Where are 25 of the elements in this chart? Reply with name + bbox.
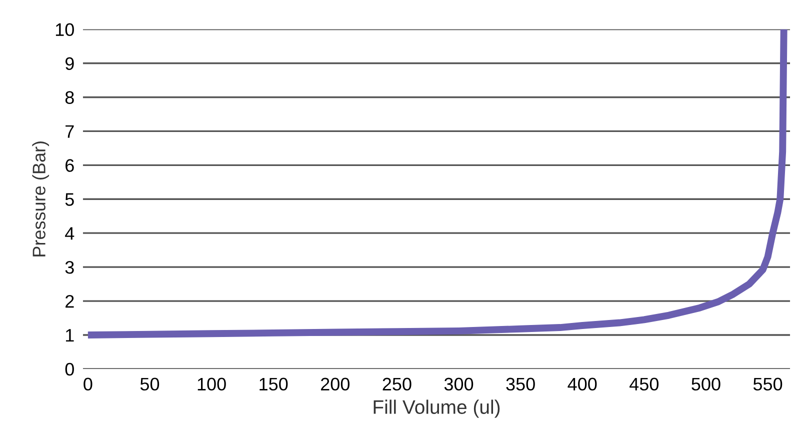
y-tick-label: 4: [65, 227, 74, 240]
y-tick-label: 3: [65, 261, 74, 274]
x-tick-label: 450: [630, 378, 659, 391]
y-tick-label: 2: [66, 294, 74, 308]
x-axis-title: Fill Volume (ul): [374, 400, 500, 418]
x-tick-label: 200: [320, 378, 350, 391]
y-tick-label: 9: [65, 57, 74, 70]
y-tick-label: 6: [66, 159, 74, 172]
y-tick-label: 8: [65, 91, 74, 104]
x-tick-label: 500: [692, 378, 720, 391]
y-tick-label: 7: [66, 125, 74, 138]
x-tick-label: 100: [198, 378, 226, 391]
y-tick-label: 1: [66, 329, 74, 342]
x-tick-label: 300: [444, 378, 474, 391]
x-tick-label: 50: [140, 378, 160, 391]
y-tick-label: 0: [65, 362, 74, 376]
y-axis-title: Pressure (Bar): [32, 142, 50, 256]
x-tick-label: 150: [260, 378, 288, 391]
x-tick-label: 400: [568, 378, 597, 391]
y-tick-label: 5: [65, 193, 74, 206]
y-tick-label: 10: [56, 23, 74, 36]
x-tick-label: 550: [753, 378, 782, 391]
x-tick-label: 350: [506, 378, 535, 391]
x-tick-label: 0: [84, 378, 92, 391]
x-tick-label: 250: [382, 378, 412, 391]
